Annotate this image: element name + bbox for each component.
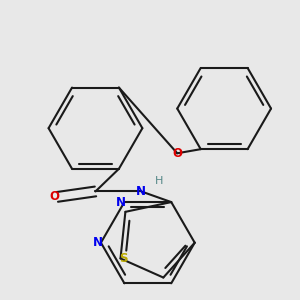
Text: O: O [172, 147, 182, 160]
Text: N: N [116, 196, 126, 208]
Text: N: N [136, 185, 146, 198]
Text: S: S [119, 252, 128, 265]
Text: H: H [154, 176, 163, 185]
Text: O: O [49, 190, 59, 203]
Text: N: N [93, 236, 103, 249]
